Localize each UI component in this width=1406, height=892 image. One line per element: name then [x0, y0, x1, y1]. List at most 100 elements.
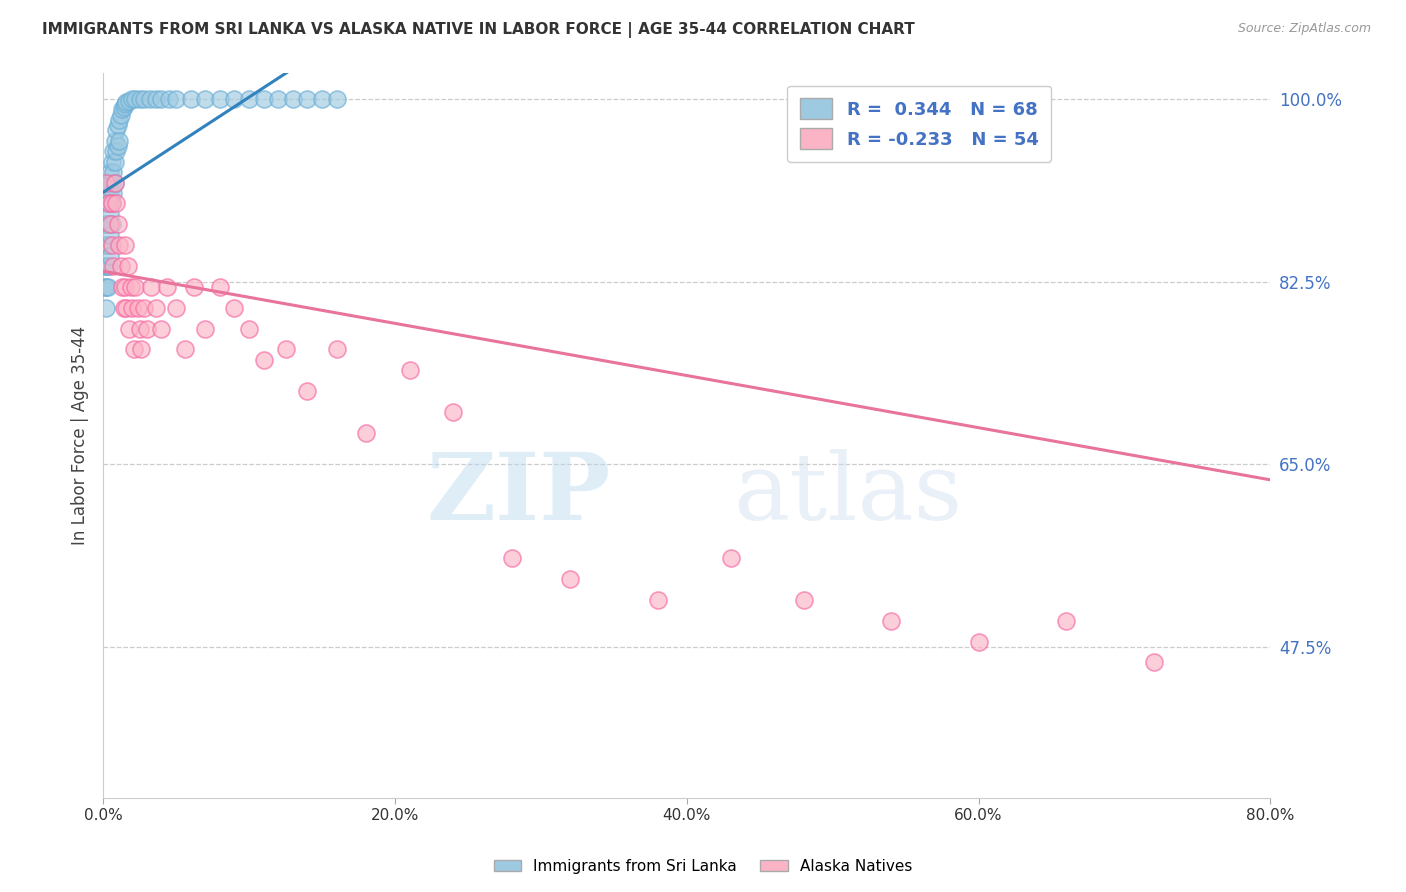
Point: [274, 343, 297, 357]
Point: [311, 92, 333, 106]
Point: [558, 572, 581, 586]
Point: [96, 238, 118, 252]
Text: IMMIGRANTS FROM SRI LANKA VS ALASKA NATIVE IN LABOR FORCE | AGE 35-44 CORRELATIO: IMMIGRANTS FROM SRI LANKA VS ALASKA NATI…: [42, 22, 915, 38]
Point: [112, 100, 135, 114]
Point: [139, 92, 162, 106]
Point: [132, 92, 155, 106]
Point: [238, 92, 260, 106]
Point: [967, 634, 990, 648]
Point: [115, 301, 138, 315]
Point: [94, 196, 117, 211]
Point: [165, 92, 187, 106]
Point: [100, 207, 122, 221]
Point: [98, 217, 121, 231]
Point: [156, 280, 179, 294]
Point: [180, 92, 202, 106]
Point: [112, 301, 135, 315]
Point: [208, 92, 231, 106]
Point: [792, 592, 814, 607]
Point: [398, 363, 420, 377]
Point: [145, 92, 167, 106]
Point: [267, 92, 290, 106]
Point: [127, 301, 149, 315]
Point: [129, 343, 152, 357]
Point: [101, 196, 124, 211]
Point: [101, 176, 124, 190]
Point: [100, 227, 122, 242]
Point: [157, 92, 180, 106]
Point: [96, 280, 118, 294]
Point: [100, 186, 122, 200]
Point: [121, 301, 143, 315]
Point: [103, 186, 125, 200]
Point: [173, 343, 195, 357]
Point: [101, 196, 124, 211]
Point: [238, 321, 260, 335]
Legend: Immigrants from Sri Lanka, Alaska Natives: Immigrants from Sri Lanka, Alaska Native…: [488, 853, 918, 880]
Point: [96, 176, 118, 190]
Point: [224, 301, 246, 315]
Point: [114, 97, 136, 112]
Y-axis label: In Labor Force | Age 35-44: In Labor Force | Age 35-44: [72, 326, 89, 545]
Point: [115, 95, 138, 110]
Point: [150, 92, 173, 106]
Point: [354, 425, 377, 440]
Point: [111, 280, 134, 294]
Point: [145, 301, 167, 315]
Text: Source: ZipAtlas.com: Source: ZipAtlas.com: [1237, 22, 1371, 36]
Point: [135, 321, 157, 335]
Point: [100, 165, 122, 179]
Point: [880, 614, 903, 628]
Point: [281, 92, 304, 106]
Point: [183, 280, 205, 294]
Point: [122, 343, 145, 357]
Point: [720, 551, 742, 566]
Point: [101, 217, 124, 231]
Point: [117, 259, 139, 273]
Point: [93, 259, 115, 273]
Point: [114, 238, 136, 252]
Point: [96, 217, 118, 231]
Point: [94, 217, 117, 231]
Point: [128, 92, 150, 106]
Point: [93, 238, 115, 252]
Point: [208, 280, 231, 294]
Point: [98, 259, 121, 273]
Text: ZIP: ZIP: [426, 449, 612, 539]
Point: [325, 343, 347, 357]
Point: [104, 176, 127, 190]
Point: [98, 176, 121, 190]
Point: [647, 592, 669, 607]
Point: [110, 108, 132, 122]
Point: [107, 118, 129, 132]
Point: [107, 139, 129, 153]
Point: [94, 259, 117, 273]
Point: [110, 259, 132, 273]
Point: [253, 92, 276, 106]
Point: [104, 134, 127, 148]
Point: [105, 123, 128, 137]
Point: [108, 112, 131, 127]
Point: [297, 92, 319, 106]
Point: [165, 301, 187, 315]
Point: [100, 248, 122, 262]
Point: [98, 196, 121, 211]
Point: [132, 301, 155, 315]
Point: [94, 301, 117, 315]
Point: [325, 92, 347, 106]
Point: [121, 92, 143, 106]
Point: [111, 103, 134, 117]
Point: [103, 165, 125, 179]
Point: [118, 321, 141, 335]
Point: [124, 92, 146, 106]
Point: [297, 384, 319, 399]
Point: [253, 352, 276, 367]
Point: [105, 145, 128, 159]
Point: [108, 134, 131, 148]
Point: [96, 259, 118, 273]
Point: [141, 280, 163, 294]
Point: [105, 196, 128, 211]
Point: [224, 92, 246, 106]
Point: [1054, 614, 1077, 628]
Point: [194, 321, 217, 335]
